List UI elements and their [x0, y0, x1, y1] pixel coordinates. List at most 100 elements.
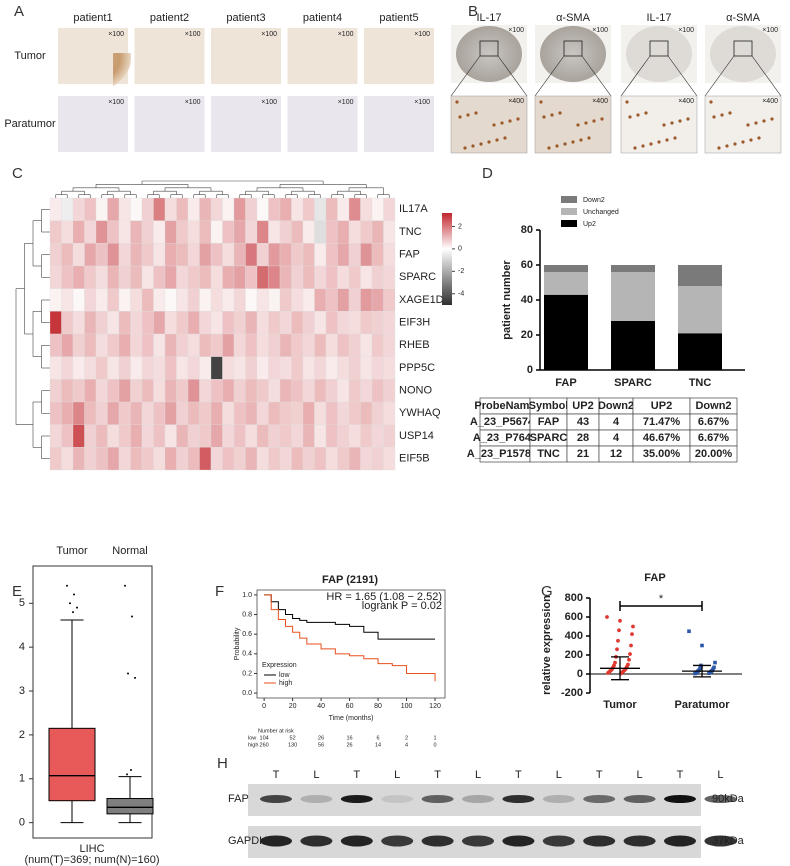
zoom-line: [704, 55, 735, 97]
heatmap-cell: [256, 243, 269, 267]
heatmap-cell: [337, 288, 350, 312]
point: [712, 665, 716, 670]
heatmap-cell: [95, 311, 108, 335]
heatmap-cell: [176, 356, 189, 380]
heatmap-cell: [153, 333, 166, 357]
heatmap-cell: [325, 424, 338, 448]
heatmap-cell: [199, 356, 212, 380]
heatmap-cell: [222, 265, 235, 289]
risk-row-label: high: [248, 742, 258, 748]
heatmap-cell: [279, 265, 292, 289]
heatmap-cell: [187, 401, 200, 425]
heatmap-cell: [84, 424, 97, 448]
protein-label: FAP: [228, 793, 249, 805]
heatmap-cell: [302, 401, 315, 425]
panel-label: B: [468, 3, 478, 20]
lane-label: L: [394, 769, 400, 781]
heatmap-cell: [302, 265, 315, 289]
lane-label: T: [515, 769, 522, 781]
risk-count: 26: [347, 742, 353, 748]
heatmap-cell: [141, 220, 154, 244]
heatmap-cell: [371, 243, 384, 267]
heatmap-cell: [199, 288, 212, 312]
lane-label: L: [475, 769, 481, 781]
row-label: RHEB: [399, 339, 430, 351]
row-label: NONO: [399, 385, 432, 397]
risk-count: 6: [377, 735, 380, 741]
heatmap-cell: [199, 424, 212, 448]
heatmap-cell: [118, 265, 131, 289]
x-tick-label: Tumor: [603, 699, 637, 711]
heatmap-cell: [245, 401, 258, 425]
y-tick-label: 2: [19, 729, 25, 741]
cell: [466, 113, 470, 117]
heatmap-cell: [141, 311, 154, 335]
heatmap-cell: [256, 311, 269, 335]
blot-band: [542, 835, 575, 847]
heatmap-cell: [141, 379, 154, 403]
risk-count: 1: [433, 735, 436, 741]
heatmap-cell: [130, 311, 143, 335]
magnification: ×100: [414, 31, 430, 38]
heatmap-cell: [222, 356, 235, 380]
heatmap-cell: [222, 379, 235, 403]
heatmap-cell: [314, 197, 327, 221]
blot-band: [340, 795, 373, 803]
heatmap-cell: [314, 401, 327, 425]
heatmap-cell: [118, 220, 131, 244]
table-cell-text: 71.47%: [643, 416, 681, 428]
heatmap-cell: [222, 424, 235, 448]
heatmap-cell: [371, 265, 384, 289]
heatmap-cell: [61, 401, 74, 425]
table-header: UP2: [651, 400, 672, 412]
row-header: Paratumor: [4, 118, 56, 130]
y-tick-label: 0.4: [242, 651, 252, 658]
heatmap-cell: [187, 379, 200, 403]
column-header: α-SMA: [556, 12, 591, 24]
heatmap-cell: [153, 424, 166, 448]
table-cell-text: 6.67%: [698, 432, 729, 444]
ihc-image: [287, 96, 358, 152]
outlier: [127, 672, 129, 675]
colorbar: [442, 213, 452, 305]
heatmap-cell: [210, 424, 223, 448]
heatmap-cell: [337, 197, 350, 221]
heatmap-cell: [314, 424, 327, 448]
heatmap-cell: [210, 265, 223, 289]
column-header: patient5: [379, 12, 418, 24]
magnification: ×400: [762, 98, 778, 105]
heatmap-cell: [72, 311, 85, 335]
cell: [717, 146, 721, 150]
heatmap-cell: [371, 311, 384, 335]
heatmap-cell: [49, 447, 62, 471]
heatmap-cell: [291, 311, 304, 335]
heatmap-cell: [371, 288, 384, 312]
heatmap-cell: [383, 243, 396, 267]
cell: [678, 119, 682, 123]
heatmap-cell: [291, 288, 304, 312]
box: [48, 727, 96, 802]
risk-count: 26: [318, 735, 324, 741]
heatmap-cell: [84, 447, 97, 471]
table-cell-text: 35.00%: [643, 448, 681, 460]
heatmap-cell: [187, 265, 200, 289]
heatmap-cell: [256, 401, 269, 425]
heatmap-cell: [245, 243, 258, 267]
heatmap-cell: [302, 243, 315, 267]
heatmap-cell: [360, 333, 373, 357]
row-label: PPP5C: [399, 362, 435, 374]
heatmap-cell: [176, 311, 189, 335]
bar-segment: [611, 265, 655, 272]
heatmap-cell: [95, 447, 108, 471]
heatmap-cell: [153, 379, 166, 403]
heatmap-cell: [279, 401, 292, 425]
magnification: ×400: [592, 98, 608, 105]
panel-label: A: [14, 3, 24, 20]
legend-label: Up2: [583, 221, 596, 228]
x-axis-label: LIHC: [79, 843, 104, 855]
heatmap-cell: [268, 220, 281, 244]
heatmap-cell: [325, 197, 338, 221]
heatmap-cell: [268, 379, 281, 403]
point: [631, 624, 635, 629]
zoom-box: [733, 40, 753, 57]
